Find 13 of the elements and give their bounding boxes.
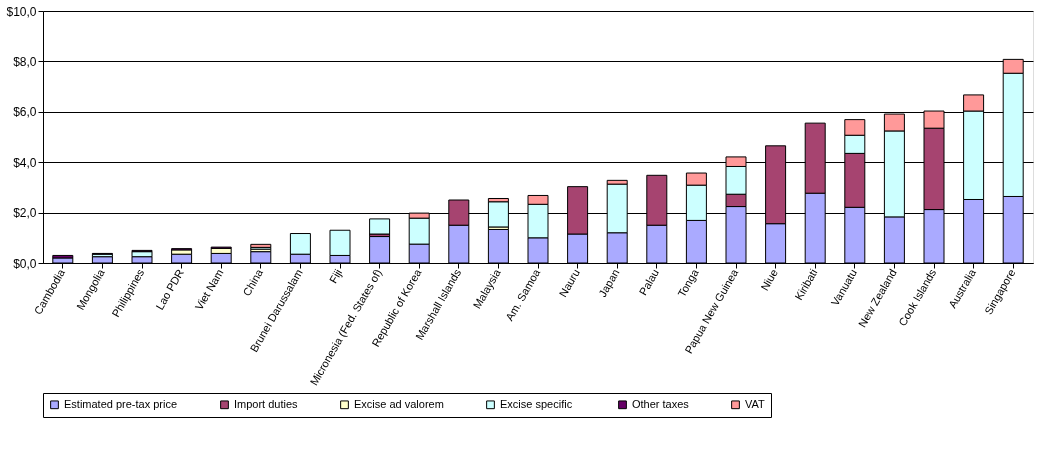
y-tick-label: $0,0 [13, 256, 37, 271]
legend-label: VAT [745, 397, 766, 410]
legend-label: Other taxes [632, 397, 690, 410]
x-tick-label: Fiji [326, 267, 345, 286]
y-tick-label: $10,0 [6, 4, 37, 19]
y-tick-label: $6,0 [13, 105, 37, 120]
y-tick-label: $8,0 [13, 54, 37, 69]
legend-label: Estimated pre-tax price [64, 397, 178, 410]
legend-label: Import duties [234, 397, 299, 410]
y-tick-label: $4,0 [13, 155, 37, 170]
legend-label: Excise ad valorem [354, 397, 444, 410]
y-tick-label: $2,0 [13, 206, 37, 221]
legend-label: Excise specific [500, 397, 573, 410]
